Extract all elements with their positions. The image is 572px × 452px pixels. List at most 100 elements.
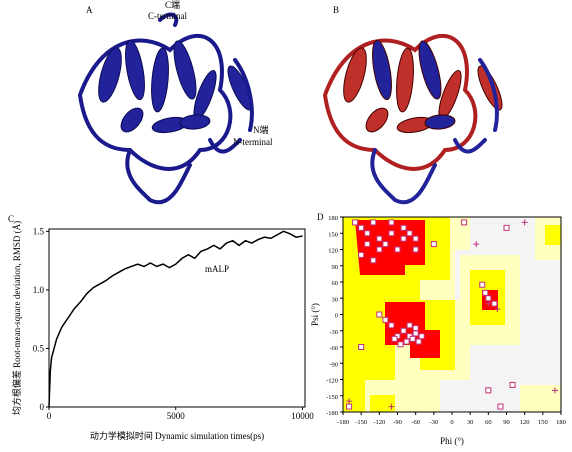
y-tick-label: -180 [326,410,338,417]
plot-frame [48,228,306,408]
x-tick-label: 60 [485,419,492,426]
residue-point [461,219,468,226]
residue-point [406,322,413,329]
residue-point [352,219,359,226]
residue-point [376,311,383,318]
residue-plus [551,387,558,394]
residue-plus [485,300,492,307]
residue-point [364,230,371,237]
residue-point [479,281,486,288]
y-tick-label: -60 [329,345,338,352]
residue-point [403,338,410,345]
x-tick-label: -90 [393,419,402,426]
residue-point [485,387,492,394]
c-label-zh: C端 [165,0,180,10]
y-tick-label: 60 [332,280,339,287]
protein-a [77,12,254,205]
residue-point [394,246,401,253]
residue-point [397,341,404,348]
x-tick-label: -60 [411,419,420,426]
y-tick-label: 180 [328,215,338,222]
residue-point [376,235,383,242]
residue-point [412,235,419,242]
rmsd-line [48,230,303,408]
x-axis-label: 动力学模拟时间 Dynamic simulation times(ps) [90,430,264,441]
x-tick-label: -30 [429,419,438,426]
residue-plus [521,219,528,226]
x-axis-label: Phi (°) [440,436,464,446]
residue-point [430,241,437,248]
y-tick-label: 0 [335,313,338,320]
residue-point [391,335,398,342]
residue-point [382,316,389,323]
residue-point [358,224,365,231]
x-tick-label: -180 [337,419,349,426]
residue-point [370,219,377,226]
residue-point [409,335,416,342]
residue-point [482,289,489,296]
residue-point [400,327,407,334]
residue-point [358,344,365,350]
residue-point [358,251,365,258]
y-tick-label: -30 [329,329,338,336]
x-tick-label: 0 [47,411,52,421]
residue-point [400,235,407,242]
residue-point [382,241,389,248]
residue-plus [494,306,501,313]
residue-point [406,230,413,237]
rama-regions [343,217,561,412]
panel-label: C [8,214,14,224]
x-tick-label: 120 [520,419,530,426]
residue-point [412,325,419,332]
y-axis-label: 均方根偏差 Root-mean-square deviation, RMSD (… [11,221,22,415]
y-tick-label: 30 [332,296,339,303]
y-tick-label: -150 [326,394,338,401]
x-tick-label: 90 [503,419,510,426]
residue-point [412,246,419,253]
residue-plus [388,403,395,410]
protein-b [322,33,503,205]
residue-plus [346,398,353,405]
residue-point [376,246,383,253]
x-tick-label: 5000 [167,411,186,421]
residue-point [509,381,516,388]
residue-point [346,403,353,410]
residue-point [388,230,395,237]
y-tick-label: -120 [326,378,338,385]
residue-point [400,224,407,231]
panel-label: A [86,5,93,15]
y-tick-label: 0.5 [33,343,45,353]
panel-label: B [333,5,339,15]
residue-point [388,322,395,329]
residue-point [418,333,425,340]
x-tick-label: 150 [538,419,548,426]
x-tick-label: 0 [450,419,453,426]
y-tick-label: 1.5 [33,226,45,236]
residue-point [364,241,371,248]
y-tick-label: -90 [329,361,338,368]
x-tick-label: 180 [556,419,566,426]
y-tick-label: 90 [332,264,339,271]
residue-point [388,219,395,226]
y-tick-label: 150 [328,231,338,238]
residue-point [415,338,422,345]
residue-point [370,257,377,264]
y-tick-label: 0 [40,402,45,412]
annotation: mALP [205,264,229,274]
x-tick-label: 10000 [291,411,314,421]
panel-label: D [317,212,324,222]
x-tick-label: -150 [355,419,367,426]
residue-point [497,403,504,410]
y-axis-label: Psi (°) [310,303,320,326]
n-label: N-terminal [233,137,273,147]
residue-point [503,224,510,231]
residue-point [412,330,419,337]
x-tick-label: 30 [467,419,474,426]
residue-point [485,295,492,302]
y-tick-label: 120 [328,248,338,255]
residue-plus [473,241,480,248]
x-tick-label: -120 [373,419,385,426]
residue-point [491,300,498,307]
c-label: C-terminal [148,11,187,21]
